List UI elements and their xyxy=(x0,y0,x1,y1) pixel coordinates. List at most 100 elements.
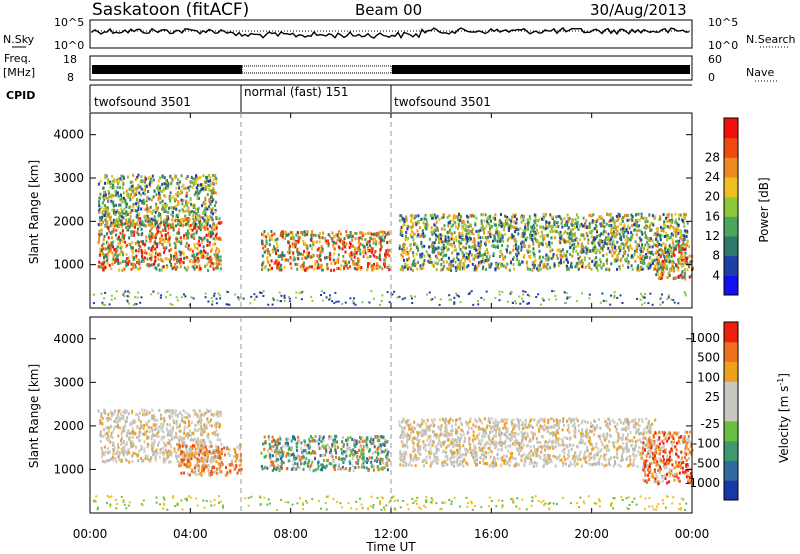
echo-cell xyxy=(465,255,468,259)
echo-cell xyxy=(672,241,675,245)
echo-cell xyxy=(544,265,547,269)
echo-cell xyxy=(637,244,640,248)
echo-cell xyxy=(189,198,192,202)
echo-cell xyxy=(119,231,122,235)
echo-cell xyxy=(175,207,178,211)
echo-cell xyxy=(107,459,110,462)
echo-cell xyxy=(292,258,295,262)
echo-cell xyxy=(105,426,108,430)
echo-cell xyxy=(132,191,135,195)
echo-cell xyxy=(463,238,466,242)
echo-cell xyxy=(199,414,202,418)
echo-cell xyxy=(440,262,443,266)
echo-cell xyxy=(514,213,517,217)
echo-cell xyxy=(477,248,480,252)
echo-cell xyxy=(192,221,195,225)
echo-cell xyxy=(428,237,431,241)
echo-cell xyxy=(625,235,628,239)
echo-cell xyxy=(538,263,541,267)
echo-cell xyxy=(173,197,176,201)
echo-cell xyxy=(212,178,215,182)
echo-cell xyxy=(629,238,632,242)
echo-cell xyxy=(262,290,265,293)
echo-cell xyxy=(513,238,516,242)
echo-cell xyxy=(207,230,210,234)
echo-cell xyxy=(131,426,134,430)
echo-cell xyxy=(163,441,165,445)
echo-cell xyxy=(216,438,219,442)
echo-cell xyxy=(191,222,194,226)
echo-cell xyxy=(185,217,188,221)
echo-cell xyxy=(474,221,477,225)
echo-cell xyxy=(181,441,184,445)
echo-cell xyxy=(636,298,639,300)
echo-cell xyxy=(147,246,150,250)
echo-cell xyxy=(126,194,129,198)
echo-cell xyxy=(594,247,597,251)
echo-cell xyxy=(553,229,556,233)
echo-cell xyxy=(678,239,681,243)
echo-cell xyxy=(265,235,268,239)
echo-cell xyxy=(102,194,105,198)
noise-panel: N.Sky 10^5 10^0 10^5 10^0 N.Search xyxy=(3,16,796,52)
echo-cell xyxy=(125,261,128,265)
echo-cell xyxy=(158,212,160,215)
echo-cell xyxy=(349,265,351,269)
echo-cell xyxy=(170,225,173,229)
echo-cell xyxy=(238,298,241,301)
echo-cell xyxy=(487,235,490,239)
echo-cell xyxy=(168,249,171,253)
echo-cell xyxy=(118,451,121,455)
echo-cell xyxy=(140,207,143,211)
echo-cell xyxy=(686,229,689,233)
echo-cell xyxy=(438,237,441,241)
echo-cell xyxy=(666,233,669,237)
echo-cell xyxy=(104,291,107,294)
echo-cell xyxy=(164,202,167,206)
echo-cell xyxy=(566,297,569,300)
echo-cell xyxy=(527,250,530,254)
echo-cell xyxy=(369,244,371,247)
echo-cell xyxy=(172,409,175,413)
echo-cell xyxy=(210,413,213,416)
echo-cell xyxy=(123,267,126,271)
echo-cell xyxy=(462,261,465,265)
echo-cell xyxy=(592,246,595,250)
echo-cell xyxy=(169,460,172,464)
echo-cell xyxy=(151,449,154,453)
echo-cell xyxy=(186,425,189,429)
echo-cell xyxy=(274,249,277,253)
echo-cell xyxy=(461,226,464,230)
echo-cell xyxy=(143,179,146,183)
echo-cell xyxy=(135,303,138,306)
echo-cell xyxy=(411,224,414,228)
echo-cell xyxy=(128,219,130,223)
echo-cell xyxy=(133,432,136,436)
echo-cell xyxy=(300,292,303,295)
echo-cell xyxy=(167,222,169,226)
echo-cell xyxy=(138,212,141,216)
echo-cell xyxy=(396,296,399,299)
echo-cell xyxy=(146,214,149,218)
echo-cell xyxy=(180,257,182,261)
echo-cell xyxy=(173,411,176,415)
echo-cell xyxy=(463,267,466,271)
echo-cell xyxy=(198,419,201,423)
echo-cell xyxy=(126,416,129,420)
echo-cell xyxy=(587,241,590,245)
echo-cell xyxy=(655,263,658,267)
echo-cell xyxy=(486,220,489,224)
echo-cell xyxy=(276,299,279,302)
echo-cell xyxy=(610,236,613,240)
echo-cell xyxy=(192,177,195,181)
echo-cell xyxy=(622,216,625,220)
echo-cell xyxy=(152,263,155,267)
echo-cell xyxy=(546,267,549,271)
echo-cell xyxy=(152,218,154,222)
echo-cell xyxy=(451,223,454,227)
echo-cell xyxy=(210,217,213,221)
echo-cell xyxy=(505,219,508,223)
echo-cell xyxy=(523,235,526,239)
echo-cell xyxy=(458,212,460,216)
echo-cell xyxy=(198,214,201,218)
